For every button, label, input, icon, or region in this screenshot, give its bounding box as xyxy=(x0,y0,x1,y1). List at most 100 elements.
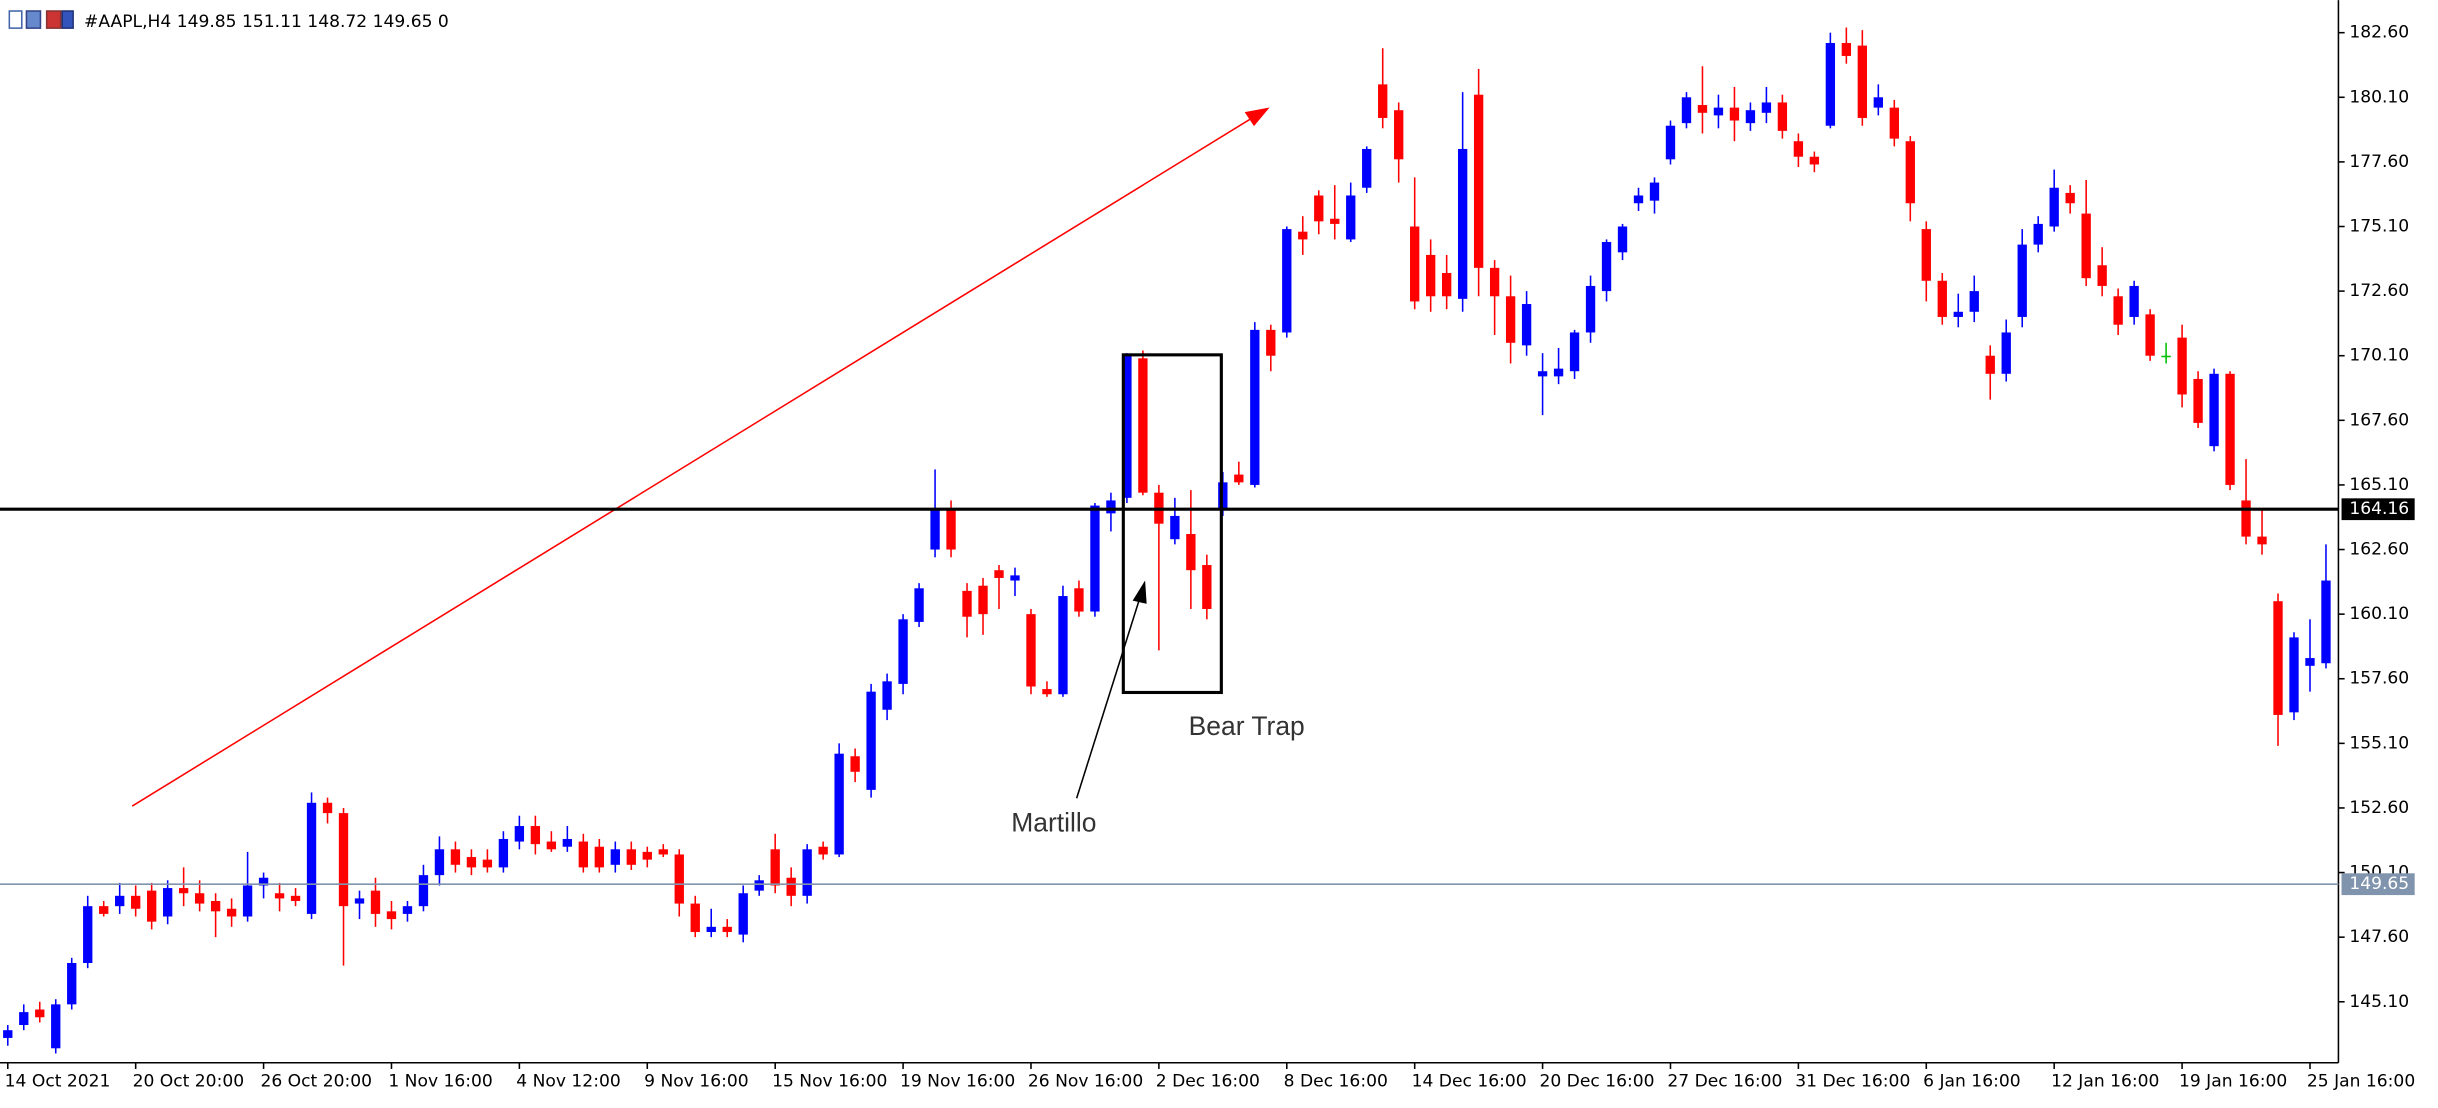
candle-body xyxy=(2017,244,2027,317)
x-tick-label: 27 Dec 16:00 xyxy=(1667,1071,1782,1091)
chart-title: #AAPL,H4 149.85 151.11 148.72 149.65 0 xyxy=(84,12,449,32)
trend-arrowhead xyxy=(1244,107,1270,127)
candle-body xyxy=(1873,97,1883,108)
icon xyxy=(61,10,74,29)
candle-body xyxy=(930,508,940,550)
candle-body xyxy=(946,508,956,550)
y-tick-label: 157.60 xyxy=(2349,669,2409,689)
x-tick-label: 26 Oct 20:00 xyxy=(260,1071,372,1091)
y-tick-label: 172.60 xyxy=(2349,281,2409,301)
candle-body xyxy=(2033,223,2043,245)
candle-body xyxy=(2193,378,2203,423)
candle-body xyxy=(2273,601,2283,715)
candle-body xyxy=(1777,102,1788,131)
candle-body xyxy=(322,802,333,814)
candle-body xyxy=(210,900,221,912)
candle-body xyxy=(194,893,205,904)
candle-body xyxy=(562,838,573,847)
candle-body xyxy=(594,846,604,868)
y-tick-label: 145.10 xyxy=(2349,992,2409,1012)
candle-body xyxy=(882,681,892,710)
y-tick-label: 182.60 xyxy=(2349,23,2409,43)
candle-body xyxy=(1314,195,1324,222)
candle-body xyxy=(642,851,652,860)
candle-body xyxy=(402,906,413,914)
candle-body xyxy=(1761,102,1772,113)
candle-body xyxy=(1426,254,1436,297)
candle-body xyxy=(1633,195,1644,204)
candle-body xyxy=(1394,110,1404,160)
candle-body xyxy=(546,841,557,850)
candle-body xyxy=(1841,43,1852,56)
candle-body xyxy=(338,813,349,907)
trend-arrow xyxy=(131,116,1255,807)
y-tick-label: 162.60 xyxy=(2349,540,2409,560)
candle-body xyxy=(1441,273,1452,297)
candle-body xyxy=(1921,229,1931,281)
x-tick-label: 14 Oct 2021 xyxy=(5,1071,111,1091)
candle-body xyxy=(1937,280,1947,317)
candle-body xyxy=(1809,156,1820,165)
candle-body xyxy=(1585,285,1596,333)
candle-body xyxy=(1202,565,1212,609)
candle-body xyxy=(1713,107,1724,116)
candle-body xyxy=(962,590,972,617)
y-tick-label: 165.10 xyxy=(2349,475,2409,495)
candle-body xyxy=(1122,355,1132,498)
candle-body xyxy=(434,849,445,876)
candle-body xyxy=(178,888,189,894)
candle-body xyxy=(722,926,732,932)
candle-body xyxy=(1186,534,1196,571)
candle-body xyxy=(1793,141,1804,157)
candle-body xyxy=(1298,231,1308,240)
x-tick-label: 1 Nov 16:00 xyxy=(388,1071,492,1091)
x-tick-label: 14 Dec 16:00 xyxy=(1412,1071,1527,1091)
candle-body xyxy=(290,895,301,901)
candle-body xyxy=(2225,373,2235,485)
candle-body xyxy=(418,875,429,907)
candle-body xyxy=(2289,637,2299,713)
candle-body xyxy=(802,849,812,896)
annotation: Martillo xyxy=(1011,808,1096,838)
price-level-box xyxy=(2341,498,2415,521)
x-tick-label: 31 Dec 16:00 xyxy=(1795,1071,1910,1091)
candle-body xyxy=(1569,332,1580,372)
candle-body xyxy=(274,893,285,899)
candle-body xyxy=(1250,329,1260,485)
candle-body xyxy=(674,854,684,904)
candle-body xyxy=(498,838,509,868)
candle-body xyxy=(99,906,109,914)
candle-body xyxy=(450,849,461,865)
pattern-box xyxy=(1121,353,1223,695)
candle-body xyxy=(738,893,748,935)
candle-body xyxy=(2113,296,2123,325)
candle-body xyxy=(466,857,477,868)
candle-body xyxy=(898,619,908,684)
candle-body xyxy=(2161,355,2171,358)
candle-body xyxy=(131,895,141,909)
candle-body xyxy=(818,846,828,855)
candle-body xyxy=(2321,580,2331,664)
x-tick-label: 19 Jan 16:00 xyxy=(2179,1071,2287,1091)
candle-body xyxy=(1905,141,1915,204)
candle-body xyxy=(1410,226,1420,302)
candle-body xyxy=(1601,242,1612,292)
candle-body xyxy=(2305,658,2315,666)
candle-body xyxy=(786,877,796,896)
x-tick-label: 20 Dec 16:00 xyxy=(1539,1071,1654,1091)
candle-body xyxy=(914,588,924,622)
y-tick-label: 152.60 xyxy=(2349,798,2409,818)
x-tick-label: 2 Dec 16:00 xyxy=(1156,1071,1260,1091)
candle-body xyxy=(51,1004,61,1049)
candle-body xyxy=(3,1030,13,1038)
x-tick-label: 26 Nov 16:00 xyxy=(1028,1071,1143,1091)
annotation: Bear Trap xyxy=(1189,711,1305,741)
candle-body xyxy=(1138,358,1148,493)
candle-body xyxy=(834,753,844,855)
x-tick-label: 15 Nov 16:00 xyxy=(772,1071,887,1091)
x-tick-label: 19 Nov 16:00 xyxy=(900,1071,1015,1091)
candle-body xyxy=(83,906,93,964)
candle-body xyxy=(626,849,636,865)
y-tick-label: 177.60 xyxy=(2349,152,2409,172)
